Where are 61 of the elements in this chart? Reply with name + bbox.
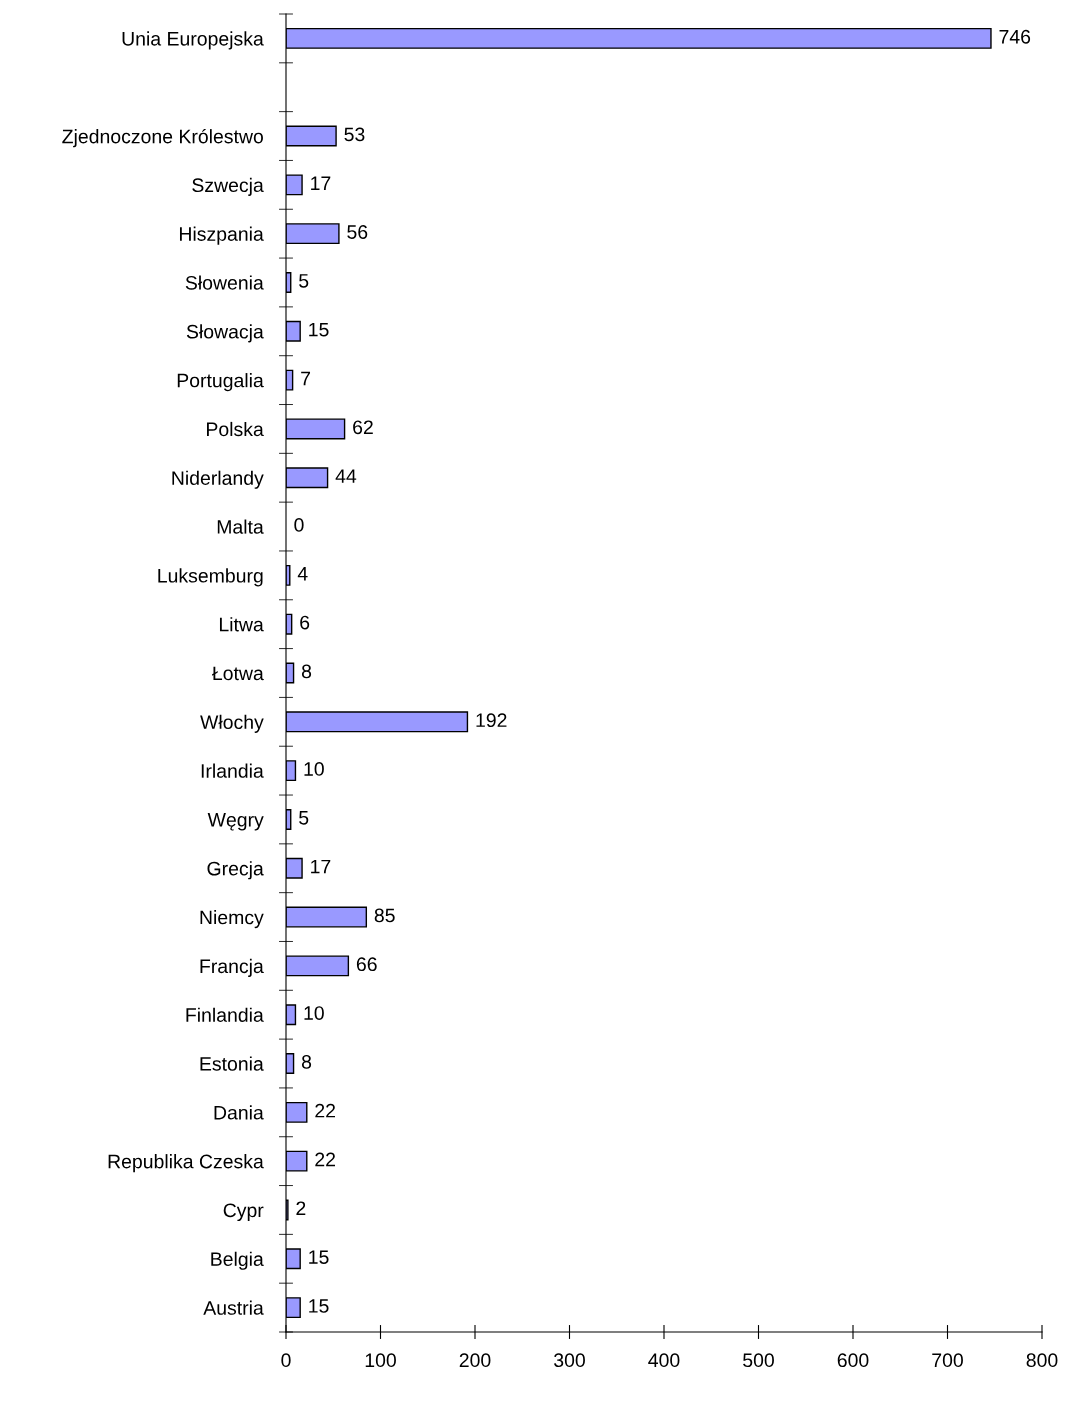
y-tick-label: Szwecja [192,177,264,196]
y-tick-label: Portugalia [177,373,264,392]
y-tick-label: Belgia [211,1251,264,1270]
x-tick-label: 600 [837,1353,869,1368]
data-label: 44 [335,469,357,483]
data-label: 17 [311,176,331,190]
y-tick-label: Malta [217,519,264,534]
y-tick-label: Unia Europejska [122,31,264,50]
y-tick-label: Austria [203,1300,264,1315]
y-tick-label: Węgry [207,813,264,831]
y-tick-label: Finlandia [186,1007,264,1022]
x-tick-label: 700 [932,1353,963,1368]
y-tick-label: Republika Czeska [108,1154,264,1173]
data-label: 4 [297,567,308,581]
x-tick-label: 0 [281,1353,291,1368]
y-tick-label: Irlandia [201,763,264,778]
data-label: 192 [476,713,507,728]
y-tick-label: Łotwa [212,666,264,681]
x-tick-label: 800 [1026,1353,1058,1368]
data-label: 8 [301,1054,312,1069]
data-label: 5 [299,811,309,825]
data-label: 5 [299,274,309,288]
data-label: 2 [296,1201,306,1215]
data-label: 85 [374,908,395,923]
y-tick-label: Niderlandy [172,470,264,489]
y-tick-label: Dania [214,1105,264,1120]
y-tick-label: Cypr [223,1203,264,1222]
y-tick-label: Grecja [207,861,264,880]
data-label: 17 [311,859,331,874]
x-tick-label: 400 [648,1353,680,1368]
data-label: 6 [300,615,310,630]
x-tick-label: 100 [365,1353,396,1368]
y-tick-label: Estonia [200,1056,264,1071]
y-tick-label: Zjednoczone Królestwo [62,128,263,148]
data-label: 22 [315,1103,335,1118]
y-tick-label: Hiszpania [179,226,264,245]
data-label: 62 [353,420,373,435]
y-tick-label: Słowenia [185,275,264,290]
data-label: 66 [356,957,377,972]
data-label: 15 [309,1299,329,1313]
data-label: 10 [304,762,324,776]
data-label: 8 [301,664,312,679]
y-tick-label: Włochy [200,714,264,733]
data-label: 0 [294,518,304,532]
data-label: 746 [999,29,1031,44]
x-tick-label: 300 [554,1353,585,1368]
y-tick-label: Luksemburg [158,568,263,587]
x-tick-label: 200 [459,1353,491,1368]
y-tick-label: Słowacja [186,324,264,343]
data-label: 53 [344,127,365,142]
data-label: 22 [315,1152,335,1167]
x-tick-label: 500 [743,1353,774,1368]
y-tick-label: Niemcy [200,910,264,929]
y-tick-label: Francja [200,958,264,977]
data-label: 7 [301,371,311,386]
y-tick-label: Polska [207,421,264,437]
data-label: 10 [304,1006,324,1020]
data-label: 15 [309,1250,329,1264]
data-label: 15 [309,322,329,337]
y-tick-label: Litwa [219,617,264,632]
data-label: 56 [347,225,368,239]
